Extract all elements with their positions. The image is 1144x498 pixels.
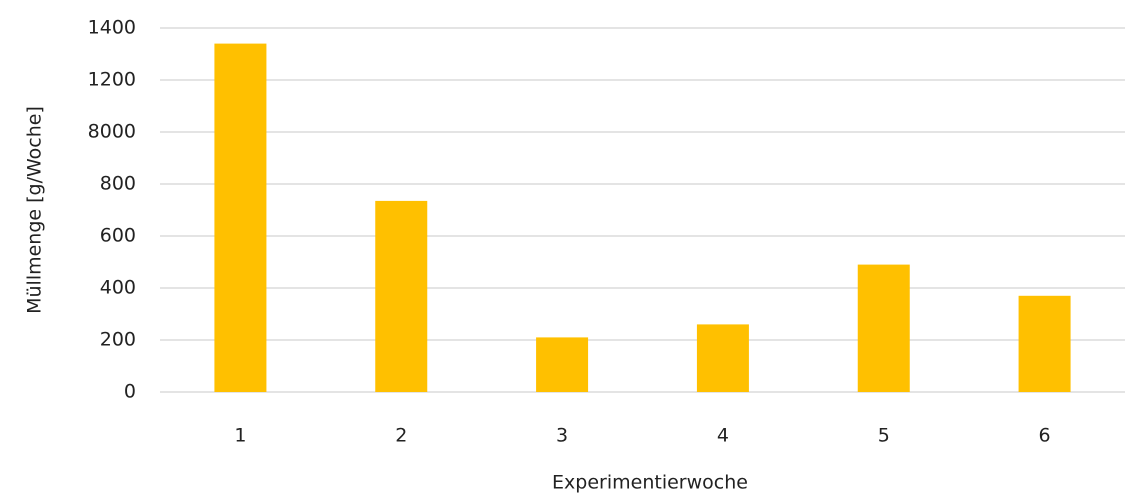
bar <box>1018 295 1071 392</box>
y-tick-label: 1400 <box>88 17 136 39</box>
y-tick-label: 600 <box>100 225 136 247</box>
x-tick-label: 3 <box>556 425 568 447</box>
x-tick-label: 2 <box>395 425 407 447</box>
y-axis-label: Müllmenge [g/Woche] <box>24 106 46 314</box>
y-tick-label: 8000 <box>88 121 136 143</box>
y-tick-label: 1200 <box>88 69 136 91</box>
bar <box>536 337 589 392</box>
x-axis-label: Experimentierwoche <box>552 472 748 494</box>
x-tick-label: 6 <box>1039 425 1051 447</box>
y-tick-label: 0 <box>124 381 136 403</box>
y-tick-label: 800 <box>100 173 136 195</box>
x-tick-label: 1 <box>234 425 246 447</box>
x-tick-label: 4 <box>717 425 729 447</box>
bar <box>696 324 749 392</box>
y-tick-label: 200 <box>100 329 136 351</box>
y-tick-label: 400 <box>100 277 136 299</box>
x-tick-label: 5 <box>878 425 890 447</box>
bar <box>857 264 910 392</box>
bar <box>375 200 428 392</box>
bar <box>214 43 267 392</box>
